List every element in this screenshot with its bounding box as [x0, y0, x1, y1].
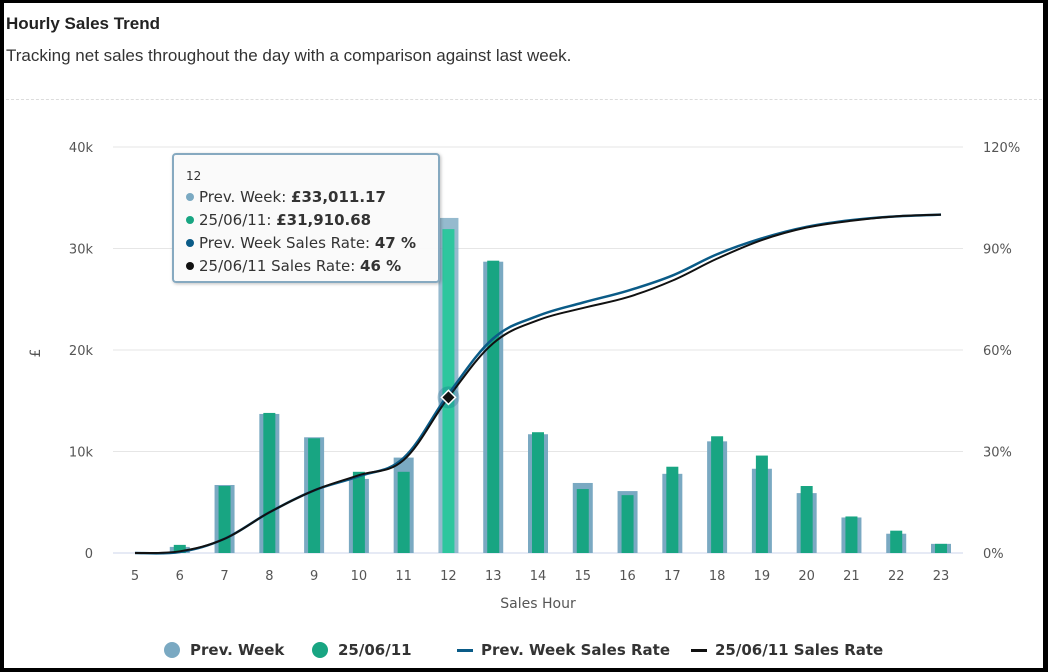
legend-item-current[interactable]: 25/06/11 [312, 641, 412, 659]
x-tick-label: 10 [351, 569, 368, 584]
bar-current [173, 544, 186, 553]
legend: Prev. Week 25/06/11 Prev. Week Sales Rat… [0, 641, 1048, 665]
legend-item-current-rate[interactable]: 25/06/11 Sales Rate [691, 641, 883, 659]
legend-item-prev-week[interactable]: Prev. Week [164, 641, 284, 659]
bar-current [666, 466, 679, 553]
x-tick-label: 20 [798, 569, 815, 584]
bar-current [935, 543, 947, 553]
x-tick-label: 14 [530, 569, 547, 584]
bar-current [532, 432, 544, 553]
x-tick-label: 21 [843, 569, 860, 584]
chart-subtitle: Tracking net sales throughout the day wi… [6, 46, 572, 65]
x-tick-label: 13 [485, 569, 502, 584]
x-tick-label: 17 [664, 569, 681, 584]
y-tick-label: 10k [69, 446, 94, 461]
header-divider [6, 99, 1042, 100]
y-tick-label: 0 [85, 547, 93, 562]
tooltip-header: 12 [186, 169, 202, 183]
bar-current [755, 455, 768, 553]
x-tick-label: 15 [575, 569, 592, 584]
y2-tick-label: 0% [983, 547, 1004, 562]
series-dot-icon [186, 262, 194, 270]
bar-current [800, 486, 813, 553]
series-dot-icon [186, 216, 194, 224]
bar-current [621, 495, 634, 553]
x-tick-label: 22 [888, 569, 905, 584]
chart-card [4, 3, 1043, 668]
y-tick-label: 20k [69, 344, 94, 359]
x-tick-label: 19 [754, 569, 771, 584]
y-tick-label: 40k [69, 141, 94, 156]
tooltip: 12 Prev. Week: £33,011.17 25/06/11: £31,… [172, 153, 440, 283]
diamond-marker-icon [440, 389, 457, 406]
y2-tick-label: 120% [983, 141, 1020, 156]
tooltip-row-prev-week: Prev. Week: £33,011.17 [186, 186, 438, 209]
y-axis-right: 0% 30% 60% 90% 120% [983, 141, 1020, 562]
x-tick-label: 12 [440, 569, 457, 584]
x-tick-label: 9 [310, 569, 318, 584]
y-axis-left: 0 10k 20k 30k 40k [69, 141, 94, 562]
y-tick-label: 30k [69, 243, 94, 258]
chart-title: Hourly Sales Trend [6, 14, 160, 33]
bar-current [352, 471, 365, 553]
tooltip-row-prev-rate: Prev. Week Sales Rate: 47 % [186, 232, 438, 255]
line-icon [457, 648, 473, 652]
bar-current [711, 436, 724, 553]
series-dot-icon [186, 193, 194, 201]
x-tick-label: 6 [176, 569, 184, 584]
line-icon [691, 648, 707, 652]
line-current-rate [134, 213, 942, 555]
x-tick-label: 7 [220, 569, 228, 584]
x-axis: 5 6 7 8 9 10 11 12 13 14 15 16 17 18 19 20 21 22 23 [131, 569, 949, 584]
y2-tick-label: 90% [983, 243, 1012, 258]
bar-current [218, 486, 231, 553]
hover-marker [437, 386, 460, 409]
x-tick-label: 23 [933, 569, 950, 584]
x-tick-label: 11 [395, 569, 412, 584]
y2-tick-label: 30% [983, 446, 1012, 461]
y-axis-title: £ [28, 349, 44, 358]
rate-lines [134, 213, 942, 555]
bar-current [576, 489, 589, 553]
circle-icon [164, 642, 180, 658]
y2-tick-label: 60% [983, 344, 1012, 359]
x-tick-label: 16 [619, 569, 636, 584]
bar-current [487, 260, 500, 553]
x-tick-label: 5 [131, 569, 139, 584]
x-tick-label: 8 [265, 569, 273, 584]
bar-current [263, 412, 276, 553]
tooltip-row-current: 25/06/11: £31,910.68 [186, 209, 438, 232]
bar-current [397, 471, 410, 553]
bar-current [890, 530, 903, 553]
legend-item-prev-week-rate[interactable]: Prev. Week Sales Rate [457, 641, 670, 659]
bar-current [845, 516, 858, 553]
x-tick-label: 18 [709, 569, 726, 584]
series-dot-icon [186, 239, 194, 247]
x-axis-title: Sales Hour [500, 596, 576, 612]
tooltip-row-current-rate: 25/06/11 Sales Rate: 46 % [186, 255, 438, 278]
bar-current [308, 438, 321, 553]
circle-icon [312, 642, 328, 658]
